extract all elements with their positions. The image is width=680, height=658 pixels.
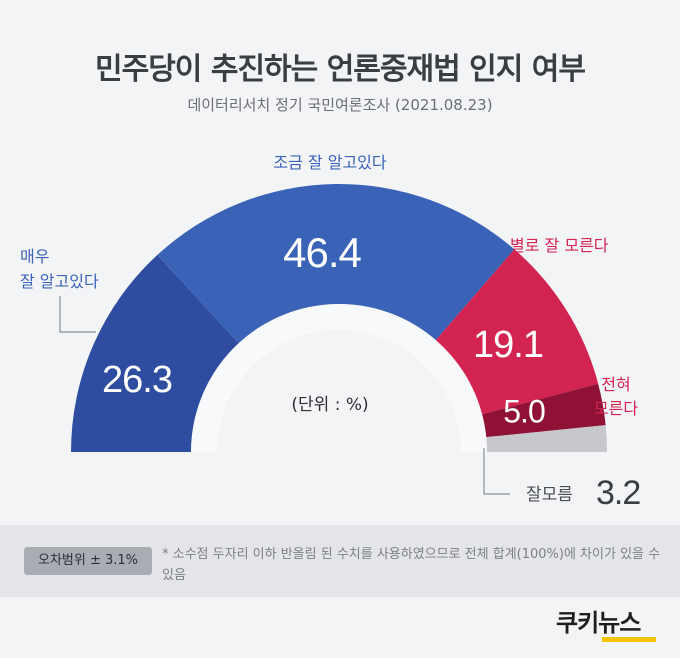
chart-title: 민주당이 추진하는 언론중재법 인지 여부 [95, 52, 586, 87]
inner-ring-band [191, 304, 487, 452]
unit-label: (단위 : %) [291, 395, 368, 415]
brand-logo: 쿠키뉴스 [556, 609, 641, 637]
category-label-3-1: 모른다 [594, 399, 638, 418]
category-label-0-0: 매우 [20, 247, 49, 266]
chart-slice-0 [71, 254, 239, 452]
slice-value-label-3: 5.0 [503, 393, 545, 429]
brand-logo-underline [602, 637, 656, 642]
category-label-2-0: 별로 잘 모른다 [510, 236, 609, 255]
chart-slice-2 [435, 249, 599, 415]
category-label-0-1: 잘 알고있다 [20, 272, 99, 291]
margin-of-error-badge: 오차범위 ± 3.1% [24, 547, 152, 575]
footnote: * 소수점 두자리 이하 반올림 된 수치를 사용하였으므로 전체 합계(100… [162, 547, 661, 583]
slice-value-label-2: 19.1 [473, 324, 543, 366]
slice-value-label-4: 3.2 [596, 474, 640, 512]
chart-slice-3 [482, 383, 606, 438]
chart-slice-1 [157, 183, 515, 344]
category-label-1-0: 조금 잘 알고있다 [273, 153, 386, 172]
category-label-3-0: 전혀 [601, 375, 630, 394]
slice-value-label-1: 46.4 [283, 229, 361, 276]
semi-donut-chart: 26.3 46.4 19.1 5.0 (단위 : %) 매우잘 알고있다 조금 잘 알고있다… [20, 153, 641, 512]
leader-line-4 [483, 448, 510, 495]
category-label-4: 잘모름 [526, 485, 573, 505]
leader-line-0 [59, 296, 96, 333]
slice-value-label-0: 26.3 [102, 359, 172, 401]
chart-slice-4 [486, 425, 607, 452]
chart-subtitle: 데이터리서치 정기 국민여론조사 (2021.08.23) [187, 96, 493, 114]
